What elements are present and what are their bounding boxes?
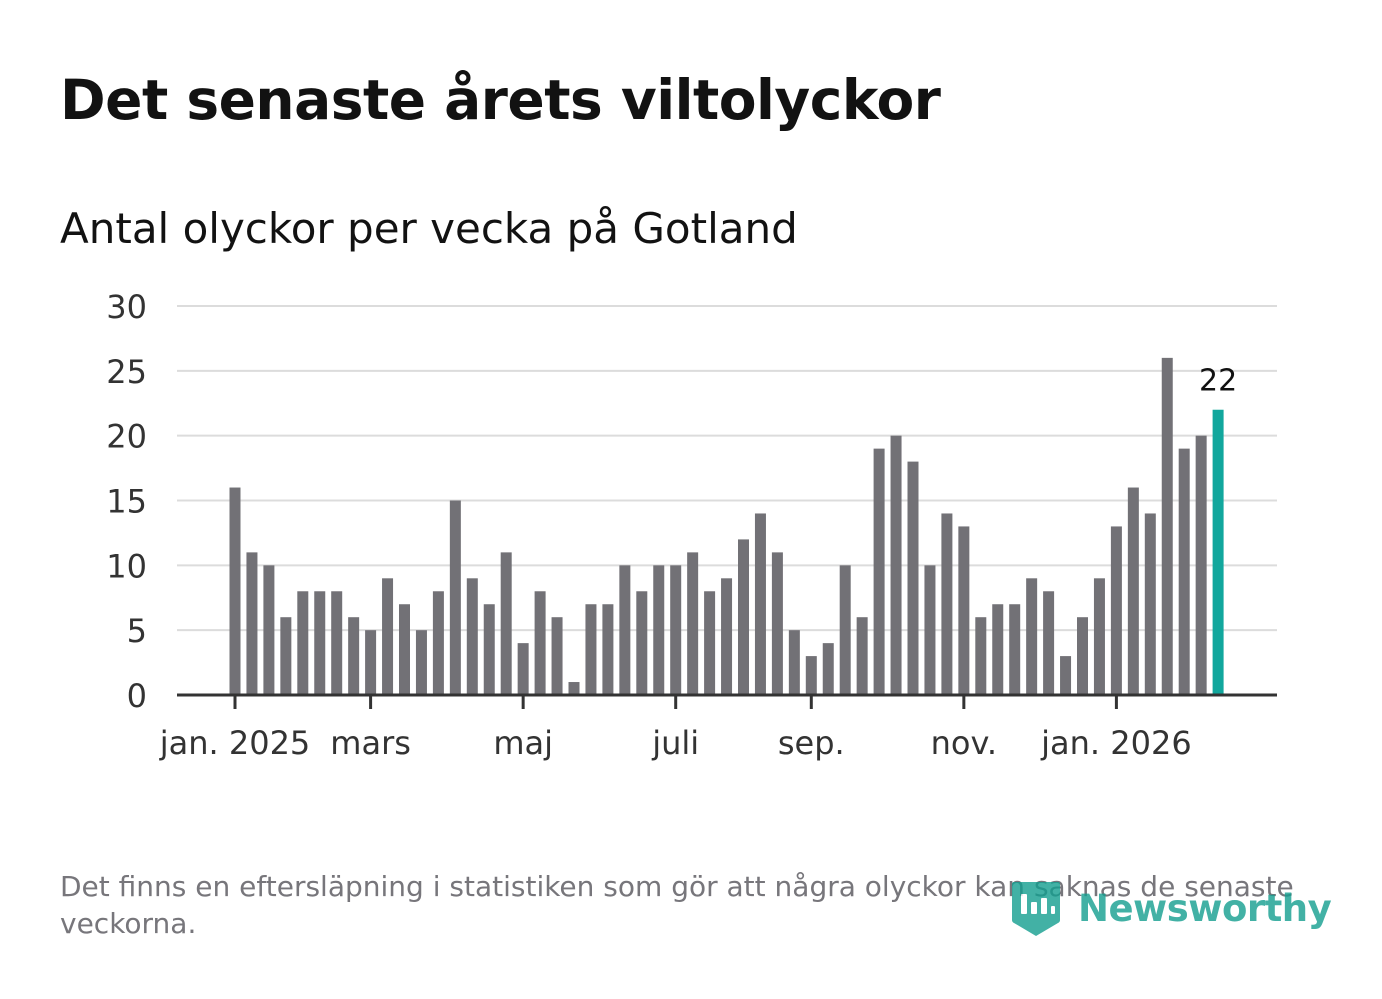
bar	[246, 552, 258, 695]
x-tick-label: nov.	[931, 724, 997, 762]
bar	[619, 565, 631, 695]
bar	[399, 604, 410, 695]
x-tick-label: jan. 2025	[159, 724, 311, 762]
x-tick-label: maj	[493, 724, 553, 762]
bar	[1060, 656, 1072, 695]
bar	[1043, 591, 1055, 695]
bar	[856, 617, 868, 695]
bar	[568, 682, 580, 695]
bar	[551, 617, 563, 695]
x-tick-label: mars	[330, 724, 411, 762]
x-tick-label: juli	[651, 724, 699, 762]
bar	[1195, 435, 1207, 695]
y-axis-labels: 0 5 10 15 20 25 30	[106, 288, 147, 715]
bar	[585, 604, 597, 695]
bar	[500, 552, 512, 695]
bar	[670, 565, 682, 695]
x-axis	[177, 693, 1277, 709]
bar	[958, 526, 970, 695]
bar	[653, 565, 665, 695]
bar	[890, 435, 902, 695]
bar	[975, 617, 987, 695]
bar	[805, 656, 817, 695]
bar	[365, 630, 377, 695]
x-axis-labels: jan. 2025 mars maj juli sep. nov. jan. 2026	[159, 724, 1192, 762]
y-tick-label-15: 15	[106, 483, 147, 521]
bar	[1077, 617, 1088, 695]
bar	[415, 630, 427, 695]
bar	[1144, 513, 1156, 695]
bar	[822, 643, 834, 695]
bar	[771, 552, 783, 695]
y-tick-label-5: 5	[127, 612, 147, 650]
bar	[788, 630, 800, 695]
y-tick-label-25: 25	[106, 353, 147, 391]
y-tick-label-30: 30	[106, 288, 147, 326]
bars	[229, 357, 1224, 695]
bar	[297, 591, 309, 695]
bar	[1161, 357, 1173, 695]
bar	[941, 513, 953, 695]
bar	[1026, 578, 1038, 695]
bar	[348, 617, 360, 695]
brand-name: Newsworthy	[1078, 886, 1332, 930]
bar	[704, 591, 716, 695]
chart-title: Det senaste årets viltolyckor	[60, 68, 941, 132]
footnote: Det finns en eftersläpning i statistiken…	[60, 870, 1294, 940]
bar	[873, 448, 885, 695]
bar	[636, 591, 648, 695]
x-tick-label: jan. 2026	[1040, 724, 1192, 762]
bar	[449, 500, 461, 695]
bar	[517, 643, 529, 695]
bar	[839, 565, 851, 695]
y-tick-label-20: 20	[106, 418, 147, 456]
bar	[1178, 448, 1190, 695]
bar	[924, 565, 936, 695]
bar	[382, 578, 394, 695]
bar	[754, 513, 766, 695]
bar	[1009, 604, 1021, 695]
bar	[483, 604, 495, 695]
bar	[1110, 526, 1122, 695]
bar	[1093, 578, 1105, 695]
bar	[263, 565, 275, 695]
last-value-label: 22	[1199, 364, 1237, 399]
bar	[1127, 487, 1139, 695]
bar	[314, 591, 326, 695]
newsworthy-logo: Newsworthy	[1010, 876, 1332, 940]
bar-chart: 0 5 10 15 20 25 30 jan. 2025 mars maj juli sep. nov…	[106, 288, 1277, 762]
bar	[687, 552, 699, 695]
annotations: 22	[1199, 364, 1237, 399]
chart-subtitle: Antal olyckor per vecka på Gotland	[60, 204, 798, 253]
bar	[738, 539, 749, 695]
bar	[280, 617, 292, 695]
newsworthy-logo-icon	[1012, 882, 1060, 936]
bar	[466, 578, 478, 695]
bar	[229, 487, 241, 695]
bar	[602, 604, 614, 695]
bar	[534, 591, 546, 695]
x-tick-label: sep.	[778, 724, 845, 762]
bar-highlight	[1212, 409, 1224, 695]
bar	[721, 578, 733, 695]
bar	[331, 591, 343, 695]
y-tick-label-10: 10	[106, 547, 147, 585]
y-tick-label-0: 0	[127, 677, 147, 715]
bar	[432, 591, 444, 695]
bar	[992, 604, 1004, 695]
bar	[907, 461, 919, 695]
